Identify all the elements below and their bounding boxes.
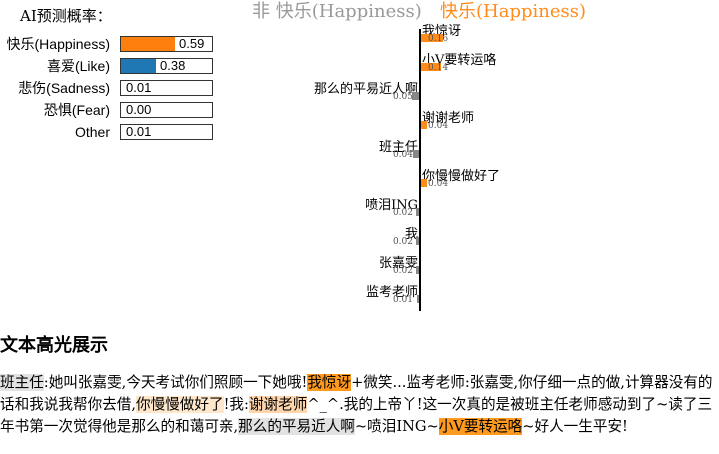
probability-label: Other: [74, 124, 110, 140]
feature-row: 我 0.02: [0, 227, 719, 256]
highlighted-segment: 小V要转运咯: [438, 418, 523, 435]
feature-value: 0.02: [392, 237, 413, 247]
probability-label: 快乐(Happiness): [6, 36, 110, 52]
probability-bar-fill: [121, 37, 175, 51]
probability-value: 0.38: [160, 58, 186, 73]
feature-value: 0.04: [392, 150, 413, 160]
text-segment: ~好人一生平安!: [522, 418, 628, 435]
positive-class-header: 快乐(Happiness): [440, 1, 586, 22]
text-segment: ^_^.我的上帝丫!这一次真的是被班主任老师感动到了~读了三年书第一次觉得他是那…: [0, 396, 713, 435]
feature-value: 0.02: [392, 266, 413, 276]
probability-row: 快乐(Happiness) 0.59: [0, 35, 215, 53]
probability-bar: 0.00: [120, 102, 213, 118]
probability-bar: 0.01: [120, 124, 213, 140]
probability-value: 0.01: [126, 124, 152, 139]
feature-row: 我惊讶 0.16: [0, 24, 719, 53]
feature-bar: [421, 179, 427, 187]
feature-label: 你慢慢做好了: [422, 169, 501, 184]
highlighted-segment: 你慢慢做好了: [135, 396, 224, 413]
feature-bar: [416, 208, 419, 216]
probability-value: 0.59: [179, 36, 205, 51]
highlighted-text: 班主任:她叫张嘉雯,今天考试你们照顾一下她哦!我惊讶+微笑...监考老师:张嘉雯…: [0, 372, 719, 438]
probability-bar-fill: [121, 81, 122, 95]
probability-row: 悲伤(Sadness) 0.01: [0, 79, 215, 97]
feature-bar: [421, 34, 443, 42]
feature-bar: [412, 92, 419, 100]
feature-axis: [419, 29, 421, 311]
feature-value: 0.04: [428, 121, 449, 131]
probability-title: AI预测概率：: [20, 7, 112, 25]
probability-row: 喜爱(Like) 0.38: [0, 57, 215, 75]
feature-value: 0.14: [428, 63, 449, 73]
feature-bar: [413, 150, 419, 158]
probability-bar-fill: [121, 59, 156, 73]
probability-label: 喜爱(Like): [46, 58, 110, 74]
feature-value: 0.05: [392, 92, 413, 102]
feature-bar: [421, 63, 441, 71]
feature-label: 我: [404, 227, 418, 242]
probability-row: Other 0.01: [0, 123, 215, 141]
text-segment: !我:: [223, 396, 249, 413]
feature-row: 那么的平易近人啊 0.05: [0, 82, 719, 111]
feature-label: 监考老师: [365, 285, 418, 300]
probability-bar: 0.38: [120, 58, 213, 74]
negative-class-header: 非 快乐(Happiness): [252, 1, 422, 22]
feature-bar: [416, 237, 419, 245]
probability-row: 恐惧(Fear) 0.00: [0, 101, 215, 119]
feature-row: 喷泪ING 0.02: [0, 198, 719, 227]
feature-bar: [416, 266, 419, 274]
feature-value: 0.02: [392, 208, 413, 218]
text-segment: +微笑...监考老师:张嘉雯,你仔细一点的做,计算器没有的话和我说我帮你去借,: [0, 374, 713, 413]
feature-row: 你慢慢做好了 0.04: [0, 169, 719, 198]
feature-row: 班主任 0.04: [0, 140, 719, 169]
probability-bar: 0.59: [120, 36, 213, 52]
feature-label: 张嘉雯: [378, 256, 418, 271]
probability-label: 悲伤(Sadness): [18, 80, 110, 96]
feature-label: 那么的平易近人啊: [313, 82, 418, 97]
highlighted-segment: 谢谢老师: [248, 396, 308, 413]
feature-row: 小V要转运咯 0.14: [0, 53, 719, 82]
probability-label: 恐惧(Fear): [43, 102, 110, 118]
probability-value: 0.01: [126, 80, 152, 95]
highlighted-segment: 我惊讶: [307, 374, 352, 391]
highlighted-segment: 班主任: [0, 374, 44, 391]
text-segment: :她叫张嘉雯,今天考试你们照顾一下她哦!: [43, 374, 308, 391]
feature-value: 0.04: [428, 179, 449, 189]
feature-label: 班主任: [378, 140, 418, 155]
text-segment: ~喷泪ING~: [354, 418, 439, 435]
highlight-section-title: 文本高光展示: [0, 335, 108, 356]
feature-value: 0.01: [392, 295, 413, 305]
probability-bar: 0.01: [120, 80, 213, 96]
feature-bar: [417, 295, 419, 303]
probability-bar-fill: [121, 125, 122, 139]
feature-row: 谢谢老师 0.04: [0, 111, 719, 140]
highlighted-segment: 那么的平易近人啊: [238, 418, 355, 435]
feature-label: 谢谢老师: [422, 111, 475, 126]
feature-row: 监考老师 0.01: [0, 285, 719, 314]
feature-value: 0.16: [428, 34, 449, 44]
probability-value: 0.00: [126, 102, 152, 117]
feature-label: 喷泪ING: [365, 198, 418, 213]
feature-row: 张嘉雯 0.02: [0, 256, 719, 285]
feature-bar: [421, 121, 427, 129]
